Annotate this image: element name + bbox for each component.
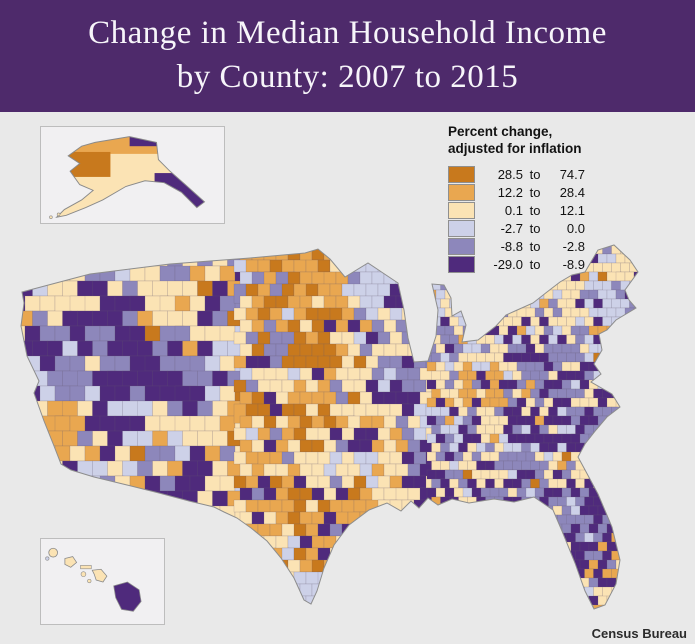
legend-to-word: to (529, 221, 541, 237)
legend-from-value: -8.8 (500, 239, 523, 255)
map-area: Percent change, adjusted for inflation 2… (0, 112, 695, 644)
legend-to-word: to (529, 203, 541, 219)
alaska-map (49, 136, 206, 219)
legend-from-value: 0.1 (504, 203, 523, 219)
us-outline (20, 244, 639, 610)
legend-rows: 28.5 to 74.7 12.2 to 28.4 0.1 to 12.1 (448, 166, 668, 274)
aleutian-island (49, 215, 53, 219)
legend-to-value: -2.8 (562, 239, 585, 255)
legend-swatch (448, 166, 475, 184)
alaska-inset (40, 126, 225, 224)
attribution: Census Bureau (591, 626, 687, 641)
legend-to-value: 28.4 (559, 185, 585, 201)
legend-title: Percent change, adjusted for inflation (448, 124, 668, 158)
legend-row: -8.8 to -2.8 (448, 238, 668, 256)
legend-from-value: 28.5 (497, 167, 523, 183)
legend-to-value: 74.7 (559, 167, 585, 183)
title-banner: Change in Median Household Income by Cou… (0, 0, 695, 112)
legend-row: 12.2 to 28.4 (448, 184, 668, 202)
legend-title-line2: adjusted for inflation (448, 140, 582, 156)
legend-row: 28.5 to 74.7 (448, 166, 668, 184)
aleutian-island (56, 212, 61, 217)
legend-from-value: 12.2 (497, 185, 523, 201)
island-maui (91, 568, 108, 583)
legend-swatch (448, 256, 475, 274)
island-kauai (48, 547, 58, 558)
legend-swatch (448, 238, 475, 256)
legend-to-value: 0.0 (566, 221, 585, 237)
legend-title-line1: Percent change, (448, 124, 553, 139)
island-niihau (45, 556, 50, 561)
legend-to-value: 12.1 (559, 203, 585, 219)
legend-to-word: to (529, 185, 541, 201)
legend-to-value: -8.9 (562, 257, 585, 273)
island-lanai (80, 571, 87, 577)
page-title-line2: by County: 2007 to 2015 (176, 59, 519, 95)
legend-swatch (448, 184, 475, 202)
alaska-fill-layer (56, 136, 205, 218)
hawaii-inset (40, 538, 165, 625)
alaska-outline (55, 136, 206, 219)
legend-row: -2.7 to 0.0 (448, 220, 668, 238)
legend-swatch (448, 202, 475, 220)
legend-to-word: to (529, 167, 541, 183)
island-kahoolawe (87, 578, 92, 584)
legend-from-value: -2.7 (500, 221, 523, 237)
legend-to-word: to (529, 239, 541, 255)
island-hawaii-big-island (113, 581, 142, 612)
legend-from-value: -29.0 (493, 257, 523, 273)
map-legend: Percent change, adjusted for inflation 2… (448, 124, 668, 274)
legend-row: -29.0 to -8.9 (448, 256, 668, 274)
island-oahu (64, 556, 78, 568)
us-county-choropleth-map (20, 244, 639, 610)
legend-to-word: to (529, 257, 541, 273)
island-molokai (80, 565, 92, 570)
page-title-line1: Change in Median Household Income (88, 15, 607, 52)
legend-swatch (448, 220, 475, 238)
legend-row: 0.1 to 12.1 (448, 202, 668, 220)
hawaii-map (45, 547, 142, 612)
